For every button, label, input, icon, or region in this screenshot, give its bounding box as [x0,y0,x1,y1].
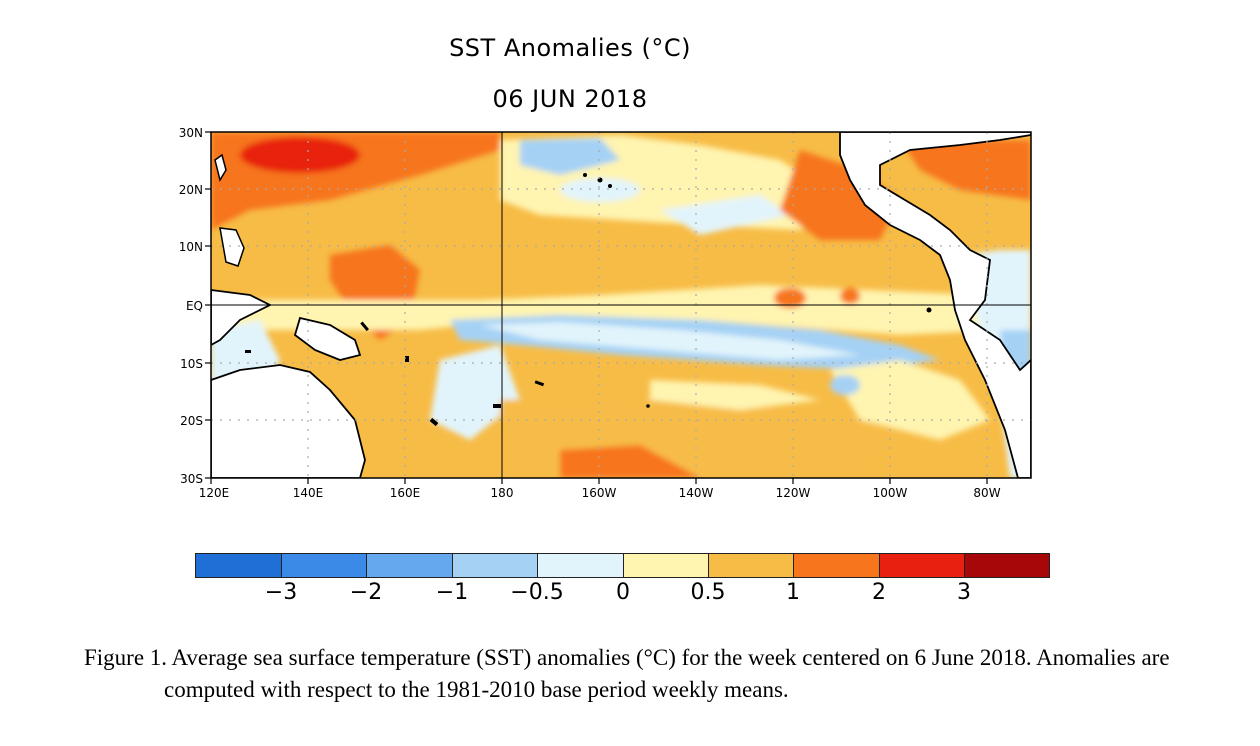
lat-label-10s: 10S [180,357,203,371]
colorbar-box-4 [537,553,624,578]
colorbar-box-2 [366,553,453,578]
colorbar-box-9 [964,553,1050,578]
lon-label-120w: 120W [776,486,811,500]
colorbar-label: −3 [264,580,298,605]
colorbar-box-1 [281,553,367,578]
map-title: SST Anomalies (°C) [449,34,691,62]
lat-label-eq: EQ [186,299,203,313]
colorbar-label: 2 [872,580,886,605]
colorbar-label: 1 [786,580,800,605]
sst-anomaly-map: 30N 20N 10N EQ 10S 20S 30S 120E 140E 160… [179,126,1032,500]
land-masses [211,132,1031,478]
colorbar-box-7 [793,553,880,578]
lon-label-160e: 160E [390,486,421,500]
colorbar-label: 3 [957,580,971,605]
lon-label-160w: 160W [582,486,617,500]
lon-label-140w: 140W [679,486,714,500]
lon-label-180: 180 [491,486,514,500]
islands [245,173,932,427]
figure-caption: Figure 1. Average sea surface temperatur… [84,645,1170,702]
map-date: 06 JUN 2018 [492,85,648,113]
lat-label-20s: 20S [180,414,203,428]
lon-label-120e: 120E [199,486,230,500]
colorbar-label: −1 [435,580,469,605]
colorbar-box-8 [879,553,965,578]
colorbar-label: 0.5 [690,580,726,605]
colorbar-box-6 [708,553,794,578]
lat-label-10n: 10N [179,240,203,254]
lat-label-30s: 30S [180,472,203,486]
lat-label-30n: 30N [179,126,203,140]
colorbar-label: −0.5 [510,580,564,605]
lon-label-140e: 140E [293,486,324,500]
colorbar-box-5 [623,553,709,578]
colorbar-box-0 [195,553,282,578]
colorbar-box-3 [452,553,538,578]
lon-label-80w: 80W [973,486,1000,500]
lat-label-20n: 20N [179,183,203,197]
colorbar-label: 0 [616,580,630,605]
colorbar-label: −2 [349,580,383,605]
lon-label-100w: 100W [873,486,908,500]
axis-ticks [205,131,988,484]
